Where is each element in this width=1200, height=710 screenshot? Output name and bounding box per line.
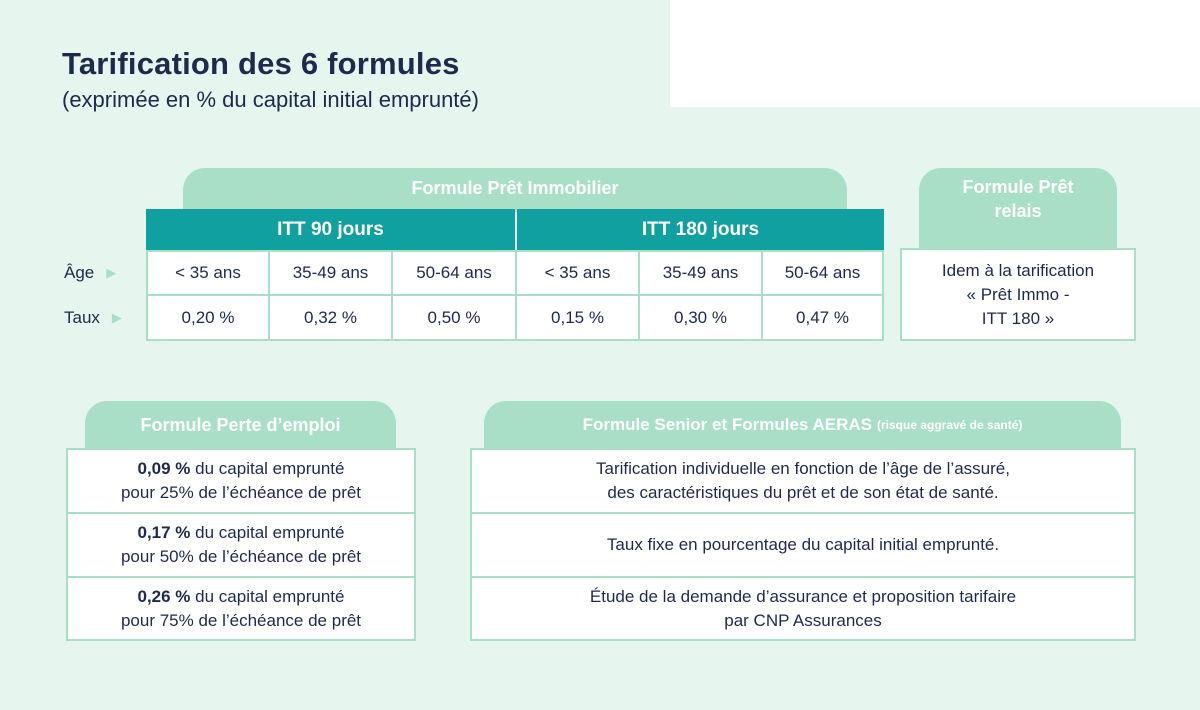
senior-row-line1: Tarification individuelle en fonction de… (596, 459, 1010, 478)
perte-row-line2: pour 75% de l’échéance de prêt (120, 610, 362, 630)
relais-line: Idem à la tarification (941, 260, 1095, 280)
arrow-right-icon: ▶ (106, 265, 117, 280)
arrow-right-icon: ▶ (111, 310, 122, 325)
tab-relais-line1: Formule Prêt (962, 177, 1074, 197)
relais-line: « Prêt Immo - (966, 284, 1070, 304)
taux-cell: 0,32 % (268, 294, 393, 341)
taux-cell: 0,15 % (515, 294, 640, 341)
taux-label: Taux (64, 308, 100, 327)
senior-row-line1: Étude de la demande d’assurance et propo… (589, 586, 1017, 606)
perte-line1-text: du capital emprunté (190, 459, 345, 478)
perte-rate: 0,26 % (137, 586, 191, 606)
row-label-age: Âge ▶ (64, 252, 116, 294)
tab-pret-relais: Formule Prêt relais (919, 168, 1117, 250)
senior-row-line2: des caractéristiques du prêt et de son é… (607, 483, 999, 502)
tab-senior-label: Formule Senior et Formules AERAS (582, 415, 872, 434)
itt180-header: ITT 180 jours (517, 209, 884, 250)
tab-pret-immobilier: Formule Prêt Immobilier (183, 168, 847, 212)
age-cell: < 35 ans (515, 250, 640, 296)
age-cell: 35-49 ans (268, 250, 393, 296)
senior-row: Étude de la demande d’assurance et propo… (470, 576, 1136, 641)
page-title: Tarification des 6 formules (62, 46, 460, 81)
senior-row-line2: par CNP Assurances (724, 610, 882, 630)
senior-row: Tarification individuelle en fonction de… (470, 448, 1136, 514)
white-corner-block (670, 0, 1200, 107)
tab-senior-note: (risque aggravé de santé) (876, 418, 1023, 432)
tab-senior-aeras: Formule Senior et Formules AERAS (risque … (484, 401, 1121, 449)
perte-row-line2: pour 50% de l’échéance de prêt (120, 547, 362, 566)
perte-row-line2: pour 25% de l’échéance de prêt (120, 483, 362, 502)
row-label-taux: Taux ▶ (64, 296, 122, 340)
tab-perte-emploi: Formule Perte d’emploi (85, 401, 396, 449)
relais-line: ITT 180 » (981, 308, 1055, 328)
age-cell: 35-49 ans (638, 250, 763, 296)
perte-rate: 0,09 % (137, 459, 191, 478)
perte-row-line1: 0,17 % du capital emprunté (138, 521, 345, 545)
perte-line1-text: du capital emprunté (190, 586, 345, 606)
age-label: Âge (64, 263, 95, 282)
taux-cell: 0,20 % (146, 294, 270, 341)
age-cell: < 35 ans (146, 250, 270, 296)
relais-content-box: Idem à la tarification « Prêt Immo - ITT… (900, 248, 1136, 341)
perte-row: 0,26 % du capital emprunté pour 75% de l… (66, 576, 416, 641)
taux-cell: 0,47 % (761, 294, 884, 341)
taux-cell: 0,30 % (638, 294, 763, 341)
perte-rate: 0,17 % (137, 523, 191, 542)
perte-row: 0,17 % du capital emprunté pour 50% de l… (66, 512, 416, 578)
perte-line1-text: du capital emprunté (190, 523, 345, 542)
tab-relais-line2: relais (994, 201, 1042, 221)
page-subtitle: (exprimée en % du capital initial emprun… (62, 87, 479, 112)
perte-row: 0,09 % du capital emprunté pour 25% de l… (66, 448, 416, 514)
itt90-header: ITT 90 jours (146, 209, 515, 250)
perte-row-line1: 0,09 % du capital emprunté (138, 457, 345, 481)
age-cell: 50-64 ans (391, 250, 517, 296)
age-cell: 50-64 ans (761, 250, 884, 296)
senior-row-line1: Taux fixe en pourcentage du capital init… (606, 535, 1000, 554)
senior-row: Taux fixe en pourcentage du capital init… (470, 512, 1136, 578)
perte-row-line1: 0,26 % du capital emprunté (138, 585, 345, 609)
taux-cell: 0,50 % (391, 294, 517, 341)
